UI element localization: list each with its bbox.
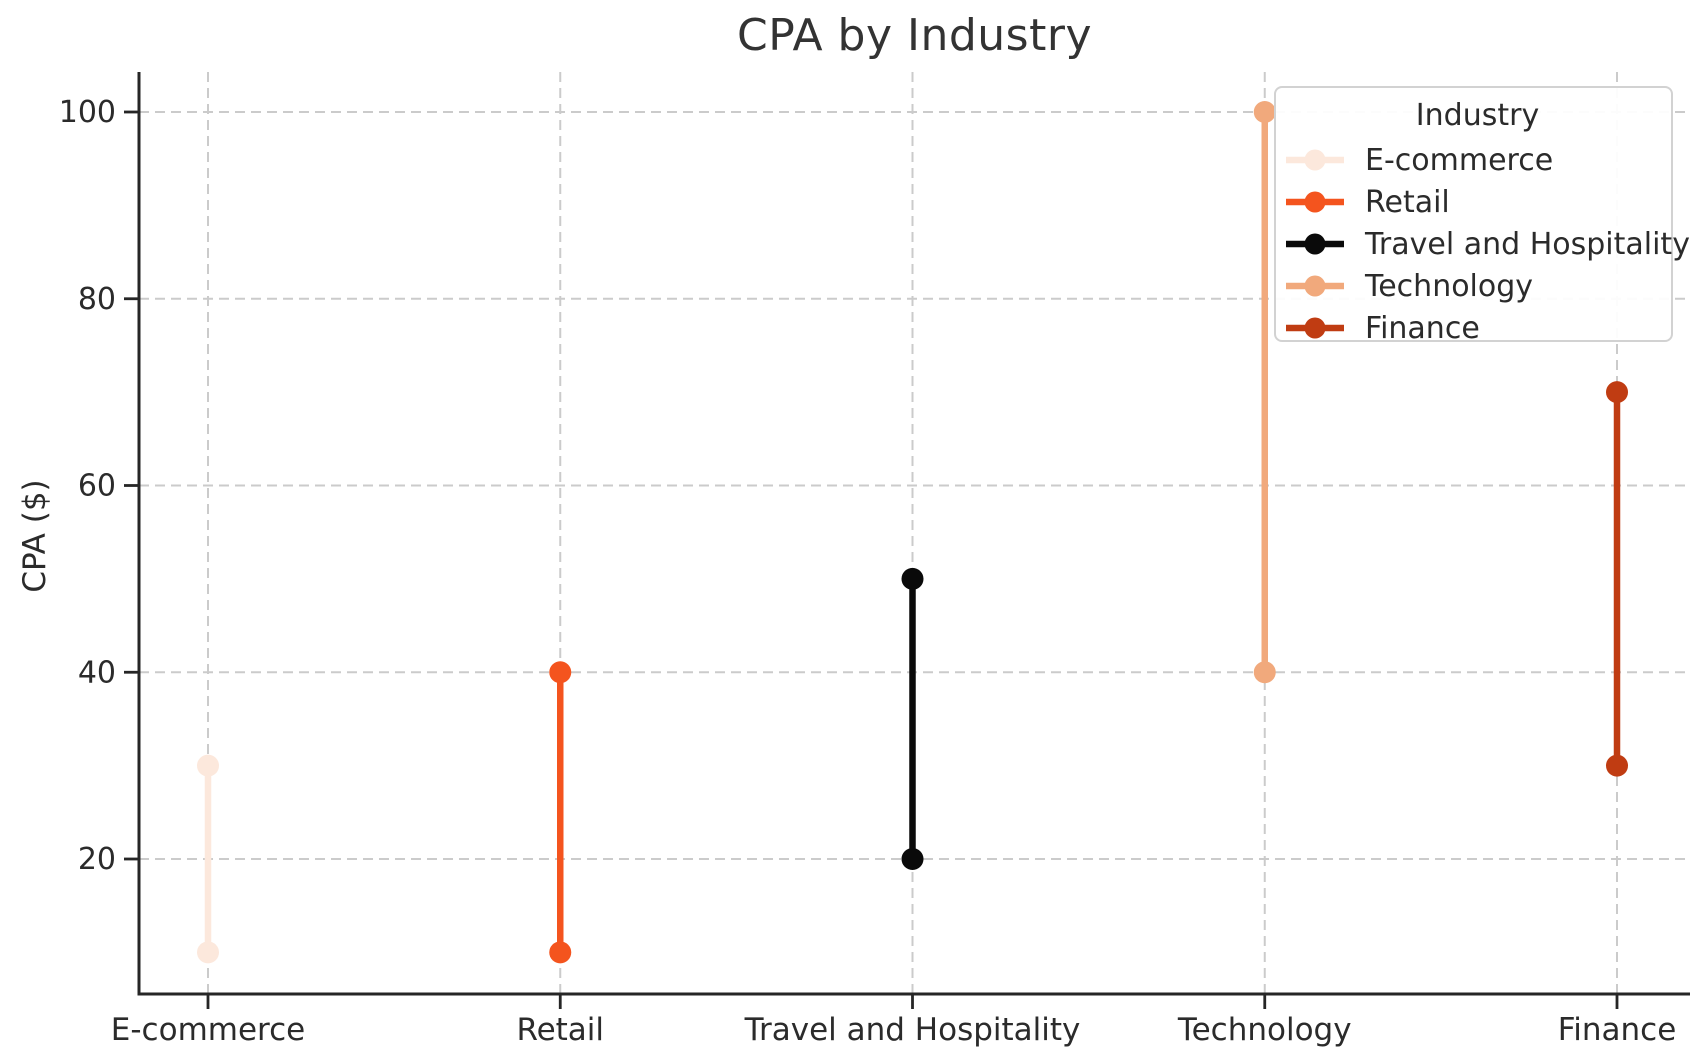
marker-min-Retail: [549, 941, 572, 964]
marker-min-Technology: [1253, 661, 1276, 684]
x-tick-label: Travel and Hospitality: [744, 1012, 1081, 1048]
x-tick-label: Technology: [1177, 1012, 1352, 1048]
legend-swatch-dot: [1304, 317, 1326, 339]
x-tick-label: Finance: [1558, 1012, 1677, 1048]
marker-max-E-commerce: [197, 754, 219, 777]
legend-swatch-icon: [1286, 275, 1344, 297]
legend-item: Finance: [1284, 307, 1671, 349]
legend: Industry E-commerce Retail Travel and Hosp…: [1274, 86, 1690, 346]
legend-item: Retail: [1284, 181, 1671, 223]
legend-item-label: E-commerce: [1365, 142, 1554, 178]
chart-title: CPA by Industry: [737, 10, 1092, 61]
marker-max-Retail: [549, 661, 572, 684]
y-tick-label: 80: [78, 282, 116, 317]
legend-item: Travel and Hospitality: [1284, 223, 1690, 265]
legend-item-label: Travel and Hospitality: [1365, 226, 1690, 262]
legend-item: E-commerce: [1284, 139, 1671, 181]
legend-item-label: Technology: [1365, 268, 1534, 304]
y-tick-label: 40: [78, 655, 116, 690]
legend-swatch-icon: [1286, 233, 1344, 255]
y-tick-label: 100: [59, 95, 116, 130]
marker-max-Finance: [1606, 381, 1628, 404]
legend-title: Industry: [1415, 98, 1540, 133]
y-tick-label: 60: [78, 469, 116, 504]
marker-max-Technology: [1253, 101, 1276, 123]
x-tick-label: E-commerce: [111, 1012, 305, 1048]
marker-min-Finance: [1606, 754, 1628, 777]
marker-min-E-commerce: [197, 941, 219, 964]
legend-swatch-dot: [1304, 233, 1326, 255]
marker-min-Travel and Hospitality: [901, 848, 924, 870]
legend-items: E-commerce Retail Travel and Hospitality Te…: [1284, 139, 1690, 349]
legend-swatch-icon: [1286, 191, 1344, 213]
legend-swatch-icon: [1286, 317, 1344, 339]
legend-swatch-dot: [1304, 275, 1326, 297]
legend-item: Technology: [1284, 265, 1671, 307]
legend-swatch-dot: [1304, 149, 1326, 171]
legend-swatch-icon: [1286, 149, 1344, 171]
y-tick-label: 20: [78, 842, 116, 877]
legend-swatch-dot: [1304, 191, 1326, 213]
legend-item-label: Finance: [1365, 310, 1480, 346]
marker-max-Travel and Hospitality: [901, 567, 924, 590]
legend-item-label: Retail: [1365, 184, 1450, 220]
x-tick-label: Retail: [516, 1012, 604, 1048]
